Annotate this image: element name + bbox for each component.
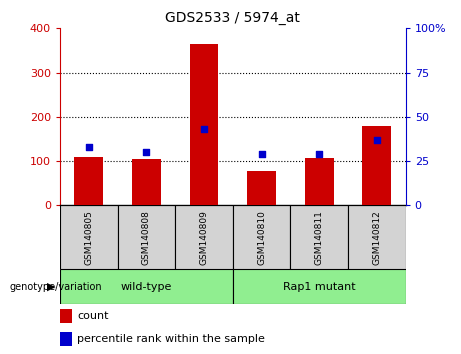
Text: percentile rank within the sample: percentile rank within the sample: [77, 334, 265, 344]
Text: Rap1 mutant: Rap1 mutant: [283, 282, 355, 292]
Text: count: count: [77, 311, 109, 321]
Bar: [189, 44, 219, 205]
Point: [200, 126, 207, 132]
Bar: [348, 205, 406, 269]
Text: GSM140808: GSM140808: [142, 210, 151, 265]
Bar: [132, 159, 161, 205]
Bar: [233, 205, 290, 269]
Text: GSM140805: GSM140805: [84, 210, 93, 265]
Bar: [175, 205, 233, 269]
Point: [315, 151, 323, 157]
Bar: [60, 309, 72, 323]
Bar: [305, 158, 334, 205]
Bar: [118, 205, 175, 269]
Point: [142, 149, 150, 155]
Bar: [74, 156, 103, 205]
Bar: [362, 126, 391, 205]
Bar: [60, 269, 233, 304]
Bar: [247, 171, 276, 205]
Point: [85, 144, 92, 150]
Bar: [60, 332, 72, 346]
Point: [373, 137, 381, 143]
Title: GDS2533 / 5974_at: GDS2533 / 5974_at: [165, 11, 300, 24]
Text: GSM140812: GSM140812: [372, 210, 381, 264]
Bar: [233, 269, 406, 304]
Bar: [60, 205, 118, 269]
Text: ▶: ▶: [47, 282, 55, 292]
Text: GSM140809: GSM140809: [200, 210, 208, 265]
Point: [258, 151, 266, 157]
Text: genotype/variation: genotype/variation: [9, 282, 102, 292]
Text: GSM140810: GSM140810: [257, 210, 266, 265]
Text: wild-type: wild-type: [121, 282, 172, 292]
Bar: [290, 205, 348, 269]
Text: GSM140811: GSM140811: [315, 210, 324, 265]
